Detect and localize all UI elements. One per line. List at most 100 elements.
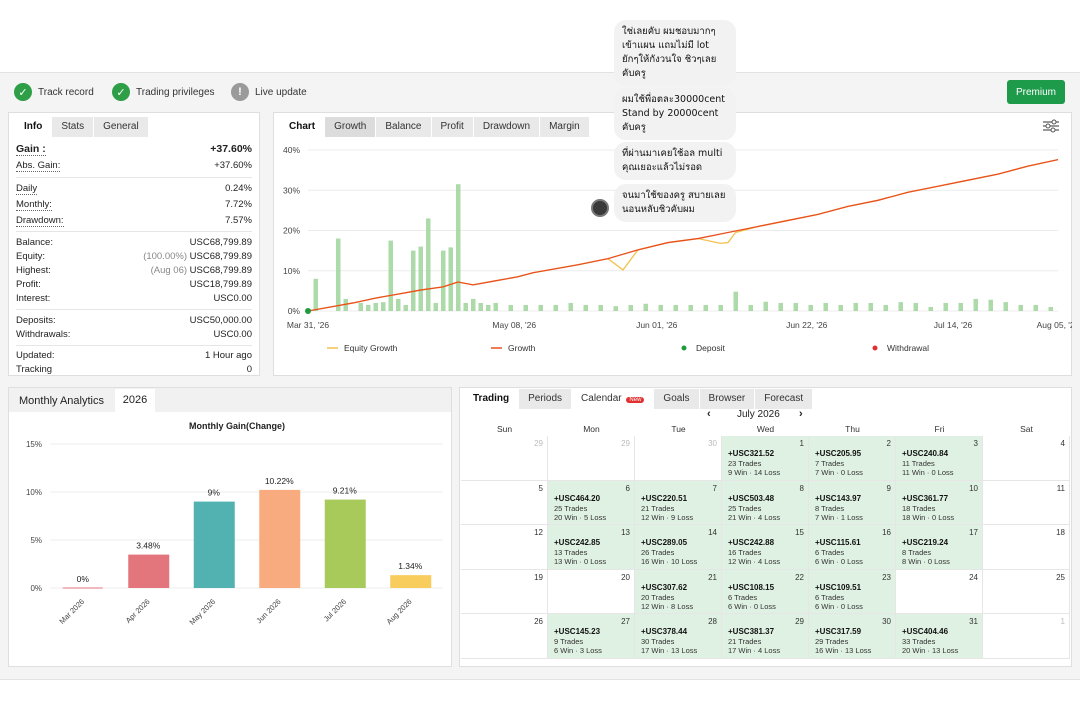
day-trades: 21 Trades [641, 503, 675, 513]
calendar-day[interactable]: 28 +USC378.44 30 Trades 17 Win · 13 Loss [635, 614, 722, 659]
calendar-day[interactable]: 16 +USC115.61 6 Trades 6 Win · 0 Loss [809, 525, 896, 570]
daily-bar [343, 298, 348, 311]
x-tick-label: May 08, '26 [492, 320, 536, 330]
calendar-day[interactable]: 14 +USC289.05 26 Trades 16 Win · 10 Loss [635, 525, 722, 570]
calendar-day[interactable]: 6 +USC464.20 25 Trades 20 Win · 5 Loss [548, 480, 635, 526]
tab-periods[interactable]: Periods [519, 389, 573, 409]
daily-bar [688, 304, 693, 311]
premium-button[interactable]: Premium [1007, 80, 1065, 104]
calendar-day[interactable]: 21 +USC307.62 20 Trades 12 Win · 8 Loss [635, 569, 722, 615]
tab-goals[interactable]: Goals [654, 389, 700, 409]
calendar-day[interactable]: 11 [983, 480, 1070, 526]
daily-bar [763, 301, 768, 311]
daily-bar [643, 303, 648, 311]
calendar-day[interactable]: 1 [983, 614, 1070, 659]
calendar-day[interactable]: 29 [548, 436, 635, 481]
daily-bar [523, 304, 528, 311]
calendar-day[interactable]: 2 +USC205.95 7 Trades 7 Win · 0 Loss [809, 436, 896, 481]
calendar-day[interactable]: 10 +USC361.77 18 Trades 18 Win · 0 Loss [896, 480, 983, 526]
calendar-day[interactable]: 7 +USC220.51 21 Trades 12 Win · 9 Loss [635, 480, 722, 526]
calendar-day[interactable]: 19 [461, 569, 548, 615]
calendar-day[interactable]: 4 [983, 436, 1070, 481]
daily-bar [823, 302, 828, 311]
tab-general[interactable]: General [94, 117, 149, 137]
tab-growth[interactable]: Growth [325, 117, 377, 137]
day-number: 29 [795, 617, 804, 627]
tab-calendar[interactable]: Calendar New [572, 389, 655, 409]
tab-margin[interactable]: Margin [540, 117, 590, 137]
daily-bar [973, 298, 978, 311]
day-profit: +USC289.05 [641, 538, 688, 548]
daily-bar [943, 302, 948, 311]
day-win-loss: 20 Win · 5 Loss [554, 512, 607, 522]
calendar-day[interactable]: 30 +USC317.59 29 Trades 16 Win · 13 Loss [809, 614, 896, 659]
daily-bar [658, 304, 663, 311]
daily-bar [433, 302, 438, 311]
calendar-day[interactable]: 12 [461, 525, 548, 570]
day-number: 24 [969, 572, 978, 582]
tab-chart[interactable]: Chart [280, 117, 326, 137]
tab-profit[interactable]: Profit [431, 117, 474, 137]
tab-balance[interactable]: Balance [376, 117, 432, 137]
legend-label: Deposit [696, 343, 725, 353]
calendar-day[interactable]: 23 +USC109.51 6 Trades 6 Win · 0 Loss [809, 569, 896, 615]
y-tick-label: 30% [283, 185, 300, 195]
calendar-day[interactable]: 20 [548, 569, 635, 615]
chevron-right-icon[interactable]: › [799, 408, 803, 420]
day-number: 10 [969, 483, 978, 493]
daily-bar [988, 299, 993, 311]
month-label: July 2026 [737, 409, 780, 420]
year-tab[interactable]: 2026 [115, 389, 155, 412]
tab-forecast[interactable]: Forecast [755, 389, 814, 409]
day-win-loss: 7 Win · 0 Loss [815, 468, 863, 477]
calendar-day[interactable]: 22 +USC108.15 6 Trades 6 Win · 0 Loss [722, 569, 809, 615]
tab-stats[interactable]: Stats [52, 117, 95, 137]
day-trades: 33 Trades [902, 637, 936, 647]
daily-bar [1033, 304, 1038, 311]
calendar-day[interactable]: 31 +USC404.46 33 Trades 20 Win · 13 Loss [896, 614, 983, 659]
calendar-day[interactable]: 25 [983, 569, 1070, 615]
day-number: 30 [882, 617, 891, 627]
calendar-day[interactable]: 1 +USC321.52 23 Trades 9 Win · 14 Loss [722, 436, 809, 481]
day-win-loss: 17 Win · 4 Loss [728, 646, 781, 656]
sliders-icon[interactable] [1042, 119, 1060, 133]
daily-bar [598, 304, 603, 311]
daily-bar [868, 302, 873, 311]
calendar-day[interactable]: 13 +USC242.85 13 Trades 13 Win · 0 Loss [548, 525, 635, 570]
calendar-day[interactable]: 27 +USC145.23 9 Trades 6 Win · 3 Loss [548, 614, 635, 659]
calendar-day[interactable]: 30 [635, 436, 722, 481]
weekday-header: Fri [934, 424, 945, 434]
daily-bar [358, 302, 363, 311]
calendar-day[interactable]: 17 +USC219.24 8 Trades 8 Win · 0 Loss [896, 525, 983, 570]
calendar-day[interactable]: 29 +USC381.37 21 Trades 17 Win · 4 Loss [722, 614, 809, 659]
calendar-day[interactable]: 18 [983, 525, 1070, 570]
daily-bar [928, 306, 933, 311]
calendar-day[interactable]: 9 +USC143.97 8 Trades 7 Win · 1 Loss [809, 480, 896, 526]
data-label: 10.22% [265, 476, 294, 486]
day-number: 26 [534, 617, 543, 627]
bar [390, 575, 432, 588]
day-win-loss: 12 Win · 8 Loss [641, 601, 694, 611]
tab-drawdown[interactable]: Drawdown [473, 117, 541, 137]
chevron-left-icon[interactable]: ‹ [707, 408, 711, 420]
calendar-day[interactable]: 15 +USC242.88 16 Trades 12 Win · 4 Loss [722, 525, 809, 570]
calendar-day[interactable]: 8 +USC503.48 25 Trades 21 Win · 4 Loss [722, 480, 809, 526]
calendar-day[interactable]: 3 +USC240.84 11 Trades 11 Win · 0 Loss [896, 436, 983, 481]
day-profit: +USC143.97 [815, 493, 862, 503]
day-number: 2 [886, 439, 891, 448]
daily-bar [396, 298, 401, 311]
y-tick-label: 0% [288, 306, 301, 316]
y-tick-label: 40% [283, 145, 300, 155]
x-tick-label: Jul 2026 [322, 597, 348, 623]
tab-info[interactable]: Info [15, 117, 53, 137]
daily-bar [366, 304, 371, 311]
day-number: 31 [969, 617, 978, 627]
calendar-day[interactable]: 26 [461, 614, 548, 659]
tab-browser[interactable]: Browser [699, 389, 756, 409]
abs-gain-row: Abs. Gain: +37.60% [16, 160, 252, 172]
calendar-day[interactable]: 5 [461, 480, 548, 526]
tab-trading[interactable]: Trading [464, 389, 520, 409]
calendar-day[interactable]: 24 [896, 569, 983, 615]
calendar-day[interactable]: 29 [461, 436, 548, 481]
daily-bar [381, 302, 386, 311]
